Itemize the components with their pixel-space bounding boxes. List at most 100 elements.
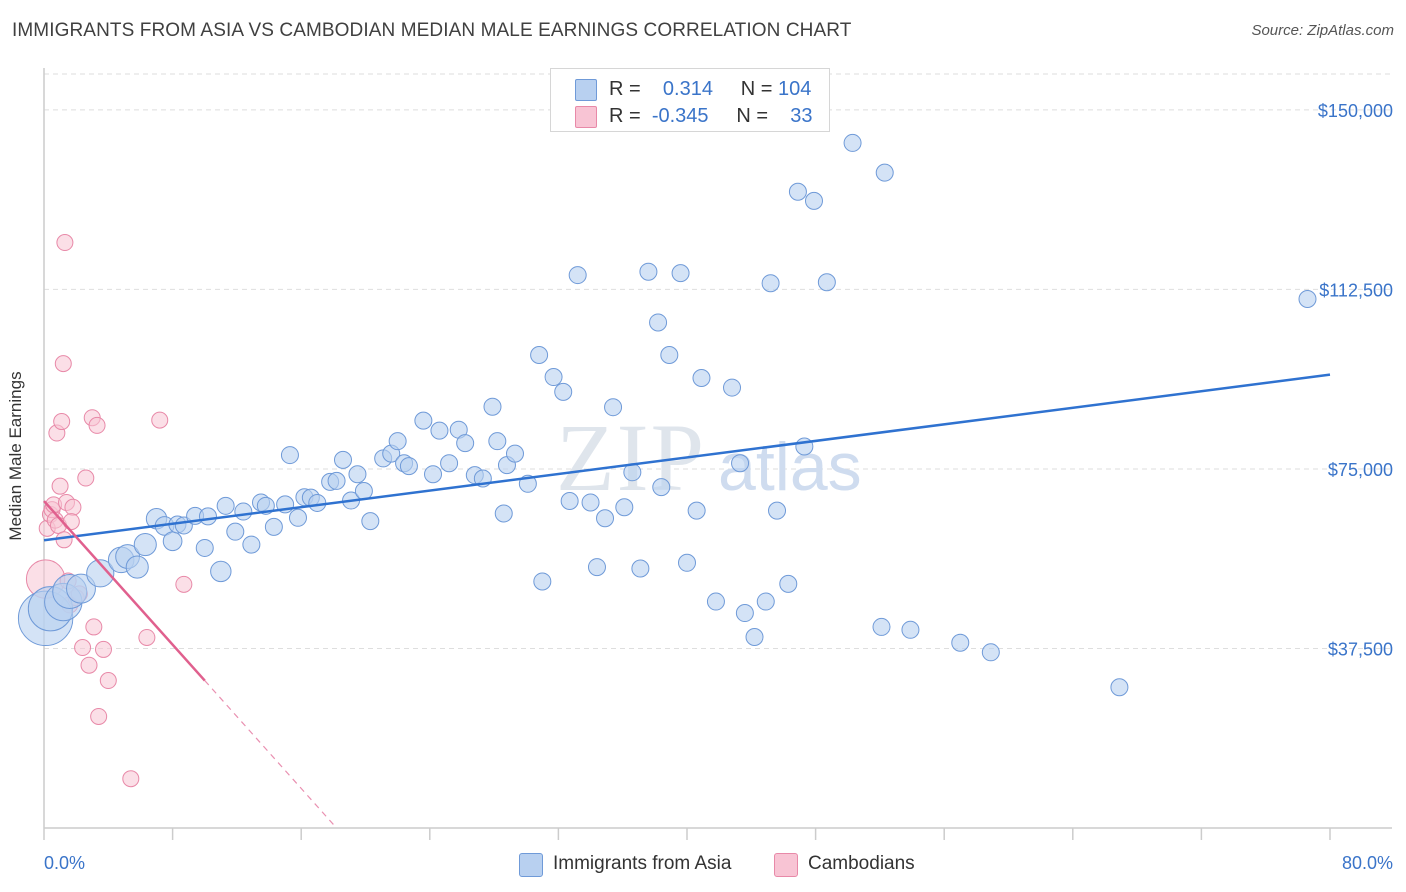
y-tick-label: $75,000 bbox=[1328, 460, 1393, 480]
data-point-asia bbox=[687, 501, 706, 520]
y-tick-label: $112,500 bbox=[1319, 280, 1393, 300]
grid-layer bbox=[44, 73, 1392, 649]
data-point-asia bbox=[505, 444, 524, 463]
data-point-asia bbox=[288, 508, 307, 527]
data-point-asia bbox=[86, 559, 115, 588]
data-point-asia bbox=[560, 492, 579, 511]
legend-swatch-asia bbox=[575, 79, 597, 101]
data-point-asia bbox=[327, 471, 346, 490]
data-point-asia bbox=[133, 533, 157, 557]
y-axis-label: Median Male Earnings bbox=[6, 371, 25, 541]
data-point-asia bbox=[843, 133, 862, 152]
data-point-cambodians bbox=[51, 477, 69, 495]
y-tick-label: $37,500 bbox=[1328, 639, 1393, 659]
data-point-cambodians bbox=[80, 656, 98, 674]
data-point-asia bbox=[872, 617, 891, 636]
data-point-cambodians bbox=[151, 411, 169, 429]
data-point-asia bbox=[631, 559, 650, 578]
legend-swatch-asia bbox=[519, 853, 543, 877]
data-point-asia bbox=[125, 555, 149, 579]
data-point-asia bbox=[544, 368, 563, 387]
data-point-asia bbox=[804, 191, 823, 210]
data-point-asia bbox=[333, 450, 352, 469]
data-point-asia bbox=[581, 493, 600, 512]
data-point-asia bbox=[264, 517, 283, 536]
data-point-asia bbox=[596, 509, 615, 528]
data-point-cambodians bbox=[56, 234, 74, 252]
data-point-asia bbox=[440, 454, 459, 473]
data-point-asia bbox=[587, 558, 606, 577]
data-point-asia bbox=[456, 434, 475, 453]
data-point-asia bbox=[348, 465, 367, 484]
data-point-cambodians bbox=[99, 672, 117, 690]
legend-n-value: 104 bbox=[778, 78, 812, 100]
legend-n-label: N = bbox=[736, 105, 769, 127]
data-point-cambodians bbox=[122, 770, 140, 788]
watermark: ZIP atlas bbox=[556, 404, 862, 511]
data-point-asia bbox=[723, 378, 742, 397]
data-point-asia bbox=[568, 266, 587, 285]
trend-line-cambodians-extension bbox=[204, 680, 338, 829]
legend-swatch-cambodians bbox=[575, 106, 597, 128]
data-point-asia bbox=[554, 382, 573, 401]
data-point-asia bbox=[875, 163, 894, 182]
data-point-asia bbox=[361, 512, 380, 531]
data-point-asia bbox=[652, 478, 671, 497]
legend-n-value: 33 bbox=[790, 105, 813, 127]
data-point-asia bbox=[494, 504, 513, 523]
data-point-asia bbox=[731, 454, 750, 473]
data-point-asia bbox=[692, 368, 711, 387]
data-point-asia bbox=[488, 432, 507, 451]
data-point-asia bbox=[745, 627, 764, 646]
data-point-asia bbox=[649, 313, 668, 332]
legend-label-cambodians: Cambodians bbox=[808, 853, 915, 874]
y-tick-label: $150,000 bbox=[1318, 101, 1393, 121]
data-point-asia bbox=[388, 432, 407, 451]
data-point-asia bbox=[615, 498, 634, 517]
tick-labels: $37,500 $75,000 $112,500 $150,000 0.0% 80.0% bbox=[44, 101, 1393, 873]
data-point-asia bbox=[210, 560, 232, 583]
trend-line-cambodians bbox=[43, 500, 206, 682]
data-point-cambodians bbox=[54, 355, 72, 373]
data-point-asia bbox=[660, 346, 679, 365]
data-point-asia bbox=[678, 553, 696, 572]
data-point-asia bbox=[951, 633, 970, 652]
data-point-asia bbox=[735, 604, 754, 623]
data-point-asia bbox=[639, 262, 658, 281]
source-credit: Source: ZipAtlas.com bbox=[1251, 22, 1394, 39]
data-point-asia bbox=[242, 535, 261, 554]
data-point-asia bbox=[162, 531, 183, 552]
chart-title: IMMIGRANTS FROM ASIA VS CAMBODIAN MEDIAN… bbox=[12, 20, 852, 41]
data-point-asia bbox=[195, 538, 214, 557]
data-point-asia bbox=[604, 398, 623, 417]
asia-points bbox=[17, 133, 1317, 697]
x-tick-label: 0.0% bbox=[44, 853, 85, 873]
data-point-asia bbox=[483, 397, 502, 416]
axis-layer bbox=[43, 68, 1392, 840]
data-point-asia bbox=[756, 592, 775, 611]
data-point-cambodians bbox=[88, 416, 106, 434]
data-point-asia bbox=[424, 465, 443, 484]
x-tick-label: 80.0% bbox=[1342, 853, 1393, 873]
legend-r-value: -0.345 bbox=[651, 105, 709, 127]
data-point-cambodians bbox=[138, 628, 156, 646]
data-point-cambodians bbox=[53, 413, 71, 431]
data-point-asia bbox=[354, 481, 373, 500]
data-point-asia bbox=[1298, 290, 1317, 309]
data-point-asia bbox=[399, 457, 418, 476]
legend-n-label: N = bbox=[740, 78, 773, 100]
data-point-asia bbox=[308, 493, 327, 512]
series-legend: Immigrants from Asia Cambodians bbox=[0, 852, 1406, 878]
legend-swatch-cambodians bbox=[774, 853, 798, 877]
data-point-asia bbox=[779, 574, 798, 593]
data-point-asia bbox=[761, 274, 780, 293]
data-point-asia bbox=[1110, 678, 1129, 697]
data-point-cambodians bbox=[175, 575, 193, 593]
data-point-asia bbox=[198, 507, 217, 526]
data-point-asia bbox=[981, 643, 1000, 662]
data-point-cambodians bbox=[94, 640, 112, 658]
data-point-asia bbox=[280, 446, 299, 465]
correlation-legend: R = 0.314 N = 104 R = -0.345 N = 33 bbox=[550, 68, 830, 132]
data-point-cambodians bbox=[77, 469, 95, 487]
